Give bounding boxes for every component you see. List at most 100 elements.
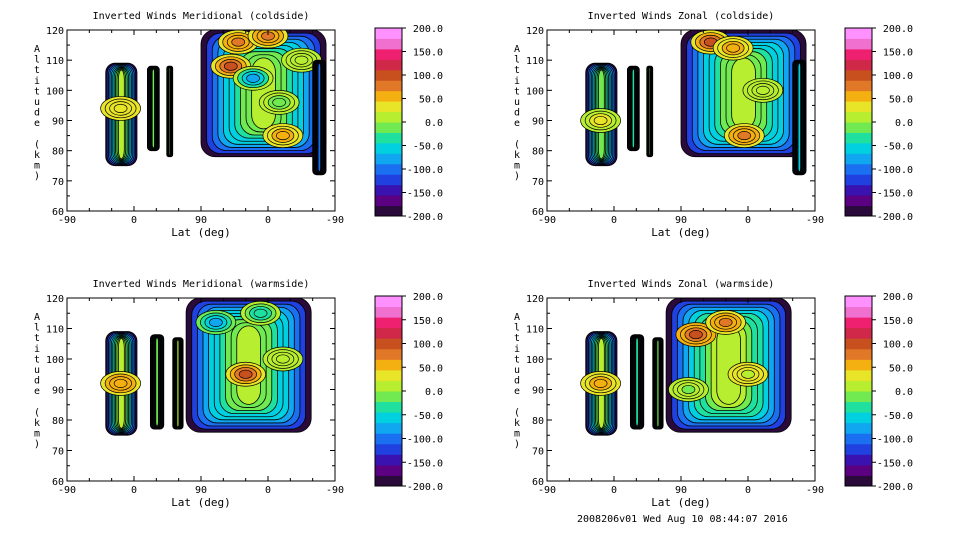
contour-region-2	[146, 65, 160, 152]
y-tick-label: 100	[46, 355, 64, 366]
y-tick-label: 120	[46, 294, 64, 305]
contour-region-3	[646, 65, 654, 158]
colorbar-swatch	[845, 122, 872, 133]
colorbar-swatch	[845, 174, 872, 186]
colorbar-swatch	[375, 359, 402, 371]
x-tick-label: 0	[611, 485, 617, 496]
colorbar-swatch	[375, 338, 402, 350]
colorbar-swatch	[375, 163, 402, 175]
colorbar-swatch	[845, 391, 872, 403]
contour-region-1	[100, 62, 141, 167]
contour-ring	[648, 67, 651, 156]
x-tick-label: -90	[806, 215, 824, 226]
contour-region-5	[792, 59, 807, 176]
colorbar-tick-label: 50.0	[419, 363, 443, 374]
y-tick-label: 70	[52, 177, 64, 188]
colorbar-swatch	[375, 205, 402, 217]
contour-region-2	[149, 334, 165, 430]
y-tick-label: 60	[532, 477, 544, 488]
colorbar-tick-label: 200.0	[413, 24, 443, 35]
contour-region-2	[627, 65, 640, 152]
x-axis-label: Lat (deg)	[651, 226, 711, 239]
contour-feature	[718, 317, 733, 327]
contour-feature	[276, 354, 290, 364]
colorbar-swatch	[375, 475, 402, 487]
contour-region-1	[580, 331, 621, 436]
colorbar-swatch	[845, 195, 872, 207]
colorbar-swatch	[845, 317, 872, 329]
y-tick-label: 100	[526, 86, 544, 97]
panel-1: Inverted Winds Meridional (coldside) -90 0…	[34, 11, 443, 239]
contour-feature	[223, 61, 238, 71]
x-tick-label: -90	[58, 215, 76, 226]
panel-3: Inverted Winds Meridional (warmside) -90 0…	[34, 279, 443, 509]
colorbar-swatch	[375, 80, 402, 92]
contour-feature	[593, 115, 608, 126]
colorbar-swatch	[845, 348, 872, 360]
contour-field	[100, 298, 312, 436]
contour-feature	[253, 308, 268, 318]
colorbar-swatch	[845, 443, 872, 455]
colorbar-swatch	[845, 28, 872, 39]
contour-feature	[246, 73, 260, 83]
contour-feature	[294, 55, 309, 65]
contour-ring	[635, 337, 639, 427]
chart-title: Inverted Winds Zonal (coldside)	[588, 11, 775, 22]
colorbar-swatch	[375, 454, 402, 466]
contour-field	[100, 30, 327, 176]
colorbar-swatch	[845, 380, 872, 392]
colorbar-swatch	[845, 412, 872, 424]
y-tick-label: 110	[46, 325, 64, 336]
colorbar-tick-label: -50.0	[413, 142, 443, 153]
contour-ring	[168, 67, 171, 156]
footer-timestamp: 2008206v01 Wed Aug 10 08:44:07 2016	[577, 514, 788, 525]
colorbar-swatch	[845, 327, 872, 339]
colorbar-swatch	[375, 101, 402, 113]
colorbar-tick-label: 150.0	[883, 48, 913, 59]
contour-feature	[272, 97, 287, 107]
contour-feature	[681, 384, 696, 395]
colorbar-tick-label: 50.0	[889, 363, 913, 374]
contour-feature	[113, 378, 128, 388]
colorbar-swatch	[845, 475, 872, 487]
panel-4: Inverted Winds Zonal (warmside) -90 0 90 0 -9…	[514, 279, 913, 509]
contour-region-3	[166, 65, 174, 158]
colorbar-swatch	[845, 163, 872, 175]
contour-feature	[756, 85, 770, 95]
colorbar-swatch	[375, 327, 402, 339]
y-tick-label: 90	[52, 386, 64, 397]
contour-ring	[176, 339, 180, 428]
y-tick-label: 120	[526, 294, 544, 305]
colorbar-swatch	[375, 153, 402, 165]
colorbar-swatch	[375, 195, 402, 207]
colorbar-4: 200.0 150.0 100.0 50.0 0.0 -50.0 -100.0 -150.0 -…	[844, 292, 913, 493]
colorbar-tick-label: 200.0	[883, 24, 913, 35]
x-tick-label: 90	[195, 485, 207, 496]
x-tick-label: 0	[611, 215, 617, 226]
contour-region-5	[312, 59, 327, 176]
contour-feature	[741, 369, 755, 379]
contour-region-3	[172, 337, 184, 430]
colorbar-tick-label: 100.0	[883, 71, 913, 82]
colorbar-tick-label: 150.0	[413, 48, 443, 59]
chart-title: Inverted Winds Meridional (warmside)	[93, 279, 310, 290]
y-tick-label: 70	[532, 177, 544, 188]
colorbar-swatch	[845, 48, 872, 60]
contour-region-1	[100, 331, 141, 436]
x-tick-label: 0	[745, 215, 751, 226]
colorbar-tick-label: -50.0	[883, 142, 913, 153]
colorbar-swatch	[845, 59, 872, 71]
y-tick-label: 90	[52, 117, 64, 128]
colorbar-swatch	[375, 380, 402, 392]
colorbar-swatch	[375, 317, 402, 329]
colorbar-swatch	[375, 348, 402, 360]
y-tick-label: 60	[532, 207, 544, 218]
colorbar-tick-label: 0.0	[895, 387, 913, 398]
contour-feature	[737, 131, 752, 141]
colorbar-swatch	[375, 422, 402, 434]
y-tick-label: 100	[46, 86, 64, 97]
panel-2: Inverted Winds Zonal (coldside) -90 0 90 0 -9…	[514, 11, 913, 239]
colorbar-swatch	[845, 369, 872, 381]
contour-region-3	[652, 337, 664, 430]
contour-feature	[231, 37, 246, 47]
